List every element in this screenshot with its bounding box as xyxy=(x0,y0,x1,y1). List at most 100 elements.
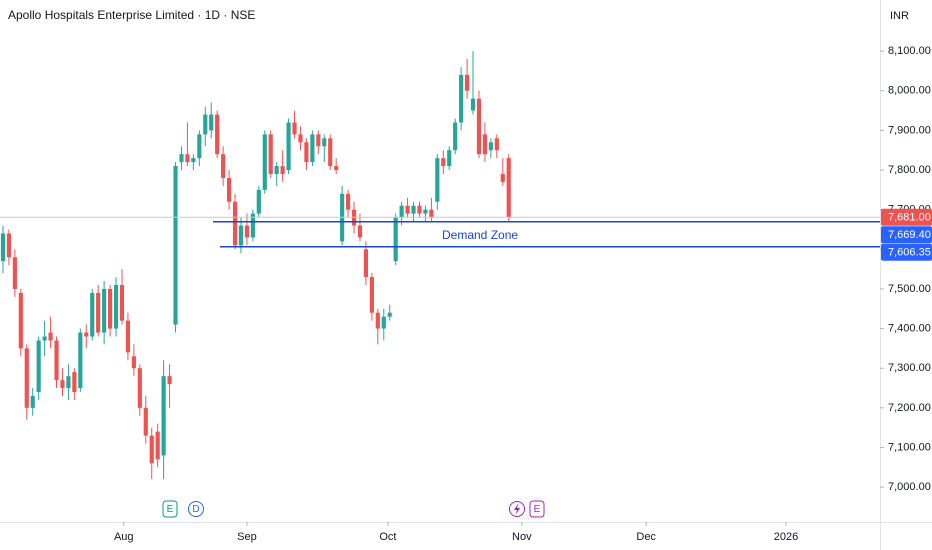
plot-area xyxy=(0,51,511,480)
candle-body xyxy=(102,288,107,333)
candle-body xyxy=(494,138,499,151)
candle-body xyxy=(298,134,303,143)
candle-body xyxy=(143,407,148,436)
x-tick-label: Dec xyxy=(636,531,656,543)
event-earnings[interactable]: E xyxy=(529,500,545,518)
candle-body xyxy=(173,166,178,325)
candle-body xyxy=(292,122,297,135)
candle-body xyxy=(238,225,244,246)
candle-body xyxy=(137,368,142,408)
y-tick-label: 7,800.00 xyxy=(888,164,931,176)
candle-body xyxy=(411,205,416,214)
candle-body xyxy=(310,134,315,163)
candle-body xyxy=(30,395,35,408)
candle-body xyxy=(131,356,136,369)
candle-body xyxy=(405,205,410,214)
candle-body xyxy=(363,249,369,278)
candle-body xyxy=(244,225,250,238)
price-tag-label: 7,681.00 xyxy=(888,212,931,224)
candle-body xyxy=(167,376,172,385)
candle-body xyxy=(203,114,208,135)
x-tick-label: Nov xyxy=(512,531,532,543)
candle-body xyxy=(506,158,511,218)
candle-body xyxy=(488,142,493,151)
y-tick-label: 7,400.00 xyxy=(888,322,931,334)
candle-body xyxy=(149,435,154,464)
annotation: Demand Zone xyxy=(442,228,518,242)
candle-body xyxy=(66,376,71,389)
candle-body xyxy=(90,292,95,337)
candle-body xyxy=(84,332,89,337)
candle-body xyxy=(274,166,279,174)
event-label: E xyxy=(534,504,541,515)
candle-body xyxy=(459,74,464,123)
candle-body xyxy=(54,340,59,381)
candle-body xyxy=(334,166,339,171)
candle-body xyxy=(470,98,476,111)
candle-body xyxy=(476,98,482,155)
candle-body xyxy=(429,209,434,218)
candle-body xyxy=(179,154,184,163)
candle-body xyxy=(12,257,17,289)
y-tick-label: 7,100.00 xyxy=(888,441,931,453)
candle-body xyxy=(113,284,119,329)
y-tick-label: 8,100.00 xyxy=(888,45,931,57)
event-badge xyxy=(162,500,178,518)
candle-body xyxy=(328,138,333,167)
price-tag xyxy=(881,226,932,244)
x-tick-label: Sep xyxy=(237,531,257,543)
candle-body xyxy=(119,284,125,321)
candle-body xyxy=(500,174,505,182)
y-tick-label: 7,200.00 xyxy=(888,402,931,414)
candle-body xyxy=(18,292,23,349)
candle-body xyxy=(482,134,488,155)
candle-body xyxy=(24,348,29,408)
candle-body xyxy=(60,380,65,389)
candle-body xyxy=(280,166,285,174)
candle-body xyxy=(399,205,404,218)
y-tick-label: 7,000.00 xyxy=(888,481,931,493)
candle-body xyxy=(322,138,327,147)
candle-body xyxy=(435,158,440,202)
y-tick-label: 8,000.00 xyxy=(888,85,931,97)
y-tick-label: 7,300.00 xyxy=(888,362,931,374)
candle-body xyxy=(387,312,392,317)
candle-body xyxy=(72,372,77,392)
candle-body xyxy=(375,312,380,329)
candle-body xyxy=(197,134,202,159)
event-label: E xyxy=(167,504,174,515)
event-badge xyxy=(529,500,545,518)
x-tick-label: Oct xyxy=(379,531,396,543)
candle-body xyxy=(316,134,321,147)
candle-body xyxy=(417,205,422,214)
price-tag-label: 7,606.35 xyxy=(888,247,931,259)
event-dividend[interactable]: D xyxy=(188,501,204,517)
event-label: D xyxy=(192,504,199,515)
chart-title: Apollo Hospitals Enterprise Limited · 1D… xyxy=(8,8,255,22)
candle-body xyxy=(191,158,196,163)
event-earnings[interactable]: E xyxy=(162,500,178,518)
candle-body xyxy=(286,122,291,171)
candle-body xyxy=(453,122,458,151)
candle-body xyxy=(6,233,12,258)
price-tag xyxy=(881,208,932,226)
candle-body xyxy=(441,158,446,167)
y-tick-label: 7,900.00 xyxy=(888,124,931,136)
candle-body xyxy=(185,154,190,163)
x-tick-label: Aug xyxy=(114,531,134,543)
candle-body xyxy=(250,213,255,238)
event-flash[interactable] xyxy=(509,501,525,517)
candle-body xyxy=(381,316,386,329)
candle-body xyxy=(78,332,83,389)
candle-body xyxy=(125,320,131,353)
flash-icon xyxy=(514,503,520,515)
candle-body xyxy=(423,209,428,214)
candle-body xyxy=(221,154,226,178)
candle-body xyxy=(464,74,470,91)
price-tag-label: 7,669.40 xyxy=(888,229,931,241)
candle-body xyxy=(226,177,232,202)
candle-body xyxy=(215,114,220,155)
candle-body xyxy=(369,277,374,313)
candle-body xyxy=(96,292,101,333)
